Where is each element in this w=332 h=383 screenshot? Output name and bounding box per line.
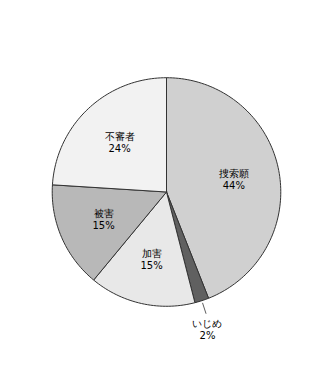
svg-text:いじめ2%: いじめ2% [192, 318, 222, 341]
svg-text:加害15%: 加害15% [140, 248, 162, 271]
svg-text:不審者24%: 不審者24% [105, 131, 135, 154]
svg-text:捜索願44%: 捜索願44% [219, 168, 249, 191]
svg-text:被害15%: 被害15% [92, 208, 114, 231]
